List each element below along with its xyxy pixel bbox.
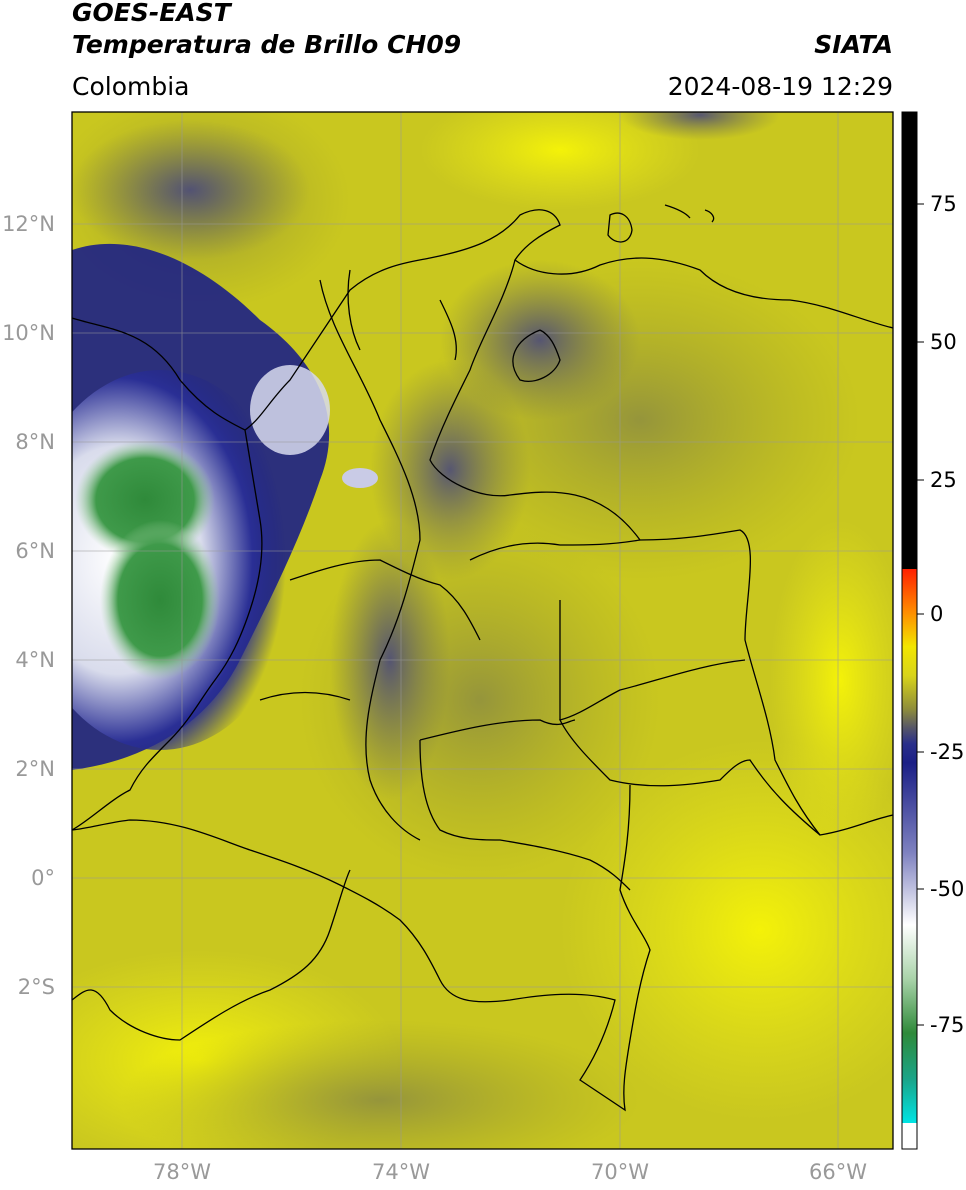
lat-label-2s: 2°S (17, 975, 55, 999)
subtitle: Colombia (72, 72, 190, 101)
dept-border-1 (319, 279, 421, 841)
colorbar-label-neg50: -50 (930, 877, 965, 901)
dept-border-5 (469, 539, 641, 561)
dept-border-2 (419, 719, 576, 741)
lat-label-10n: 10°N (2, 321, 55, 345)
lat-label-6n: 6°N (15, 539, 55, 563)
organization-label: SIATA (814, 30, 893, 59)
colorbar-label-neg25: -25 (930, 740, 965, 764)
lon-label-74w: 74°W (372, 1160, 430, 1184)
island-small (664, 204, 691, 219)
lon-label-78w: 78°W (153, 1160, 211, 1184)
datetime-label: 2024-08-19 12:29 (667, 72, 893, 101)
dept-border-9 (439, 299, 457, 361)
dept-border-8 (512, 329, 561, 382)
dept-border-10 (347, 269, 361, 351)
island-curacao (704, 209, 715, 223)
colorbar-label-0: 0 (930, 602, 944, 626)
coastline-pacific (71, 429, 263, 831)
lat-label-2n: 2°N (15, 757, 55, 781)
dept-border-7 (259, 691, 351, 701)
coastline-caribbean (71, 209, 894, 431)
colorbar-label-75: 75 (930, 192, 957, 216)
lat-label-4n: 4°N (15, 648, 55, 672)
lon-label-70w: 70°W (591, 1160, 649, 1184)
title-line2: Temperatura de Brillo CH09 (72, 30, 462, 59)
dept-border-4 (419, 739, 631, 891)
dept-border-6 (289, 559, 481, 641)
border-colombia-venezuela (429, 259, 821, 836)
lat-label-8n: 8°N (15, 430, 55, 454)
colorbar (901, 111, 918, 1150)
colorbar-label-50: 50 (930, 330, 957, 354)
lat-label-0: 0° (31, 866, 55, 890)
colorbar-label-25: 25 (930, 468, 957, 492)
lat-label-12n: 12°N (2, 212, 55, 236)
border-colombia-peru (71, 784, 651, 1112)
lon-label-66w: 66°W (809, 1160, 867, 1184)
coastline-south (71, 869, 351, 1041)
border-colombia-brazil (559, 659, 894, 836)
island-aruba (607, 212, 633, 243)
colorbar-label-neg75: -75 (930, 1013, 965, 1037)
title-line1: GOES-EAST (72, 0, 231, 27)
map-frame (71, 111, 894, 1150)
